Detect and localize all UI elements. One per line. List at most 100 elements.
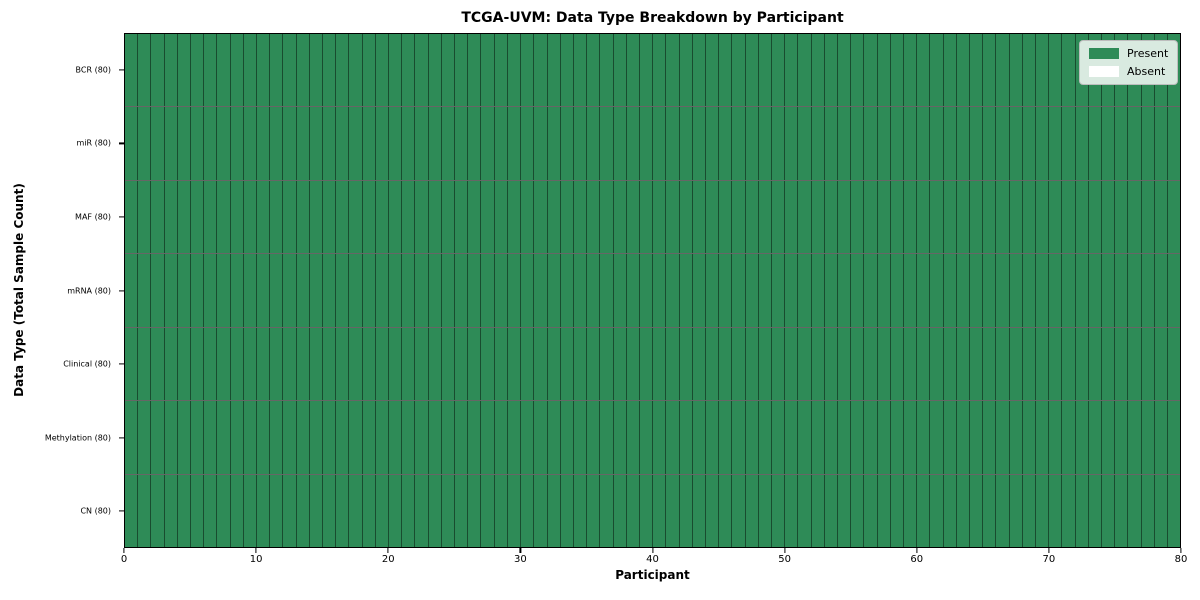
heatmap-cell bbox=[798, 474, 812, 547]
heatmap-cell bbox=[626, 254, 640, 327]
heatmap-cell bbox=[270, 254, 284, 327]
heatmap-cell bbox=[1154, 107, 1169, 180]
heatmap-cell bbox=[851, 107, 865, 180]
heatmap-cell bbox=[125, 34, 139, 107]
heatmap-cell bbox=[745, 401, 759, 474]
heatmap-cell bbox=[415, 180, 429, 254]
heatmap-cell bbox=[851, 180, 865, 254]
heatmap-cell bbox=[402, 180, 416, 254]
heatmap-cell bbox=[771, 34, 786, 107]
heatmap-cell bbox=[270, 107, 284, 180]
heatmap-cell bbox=[362, 34, 376, 107]
heatmap-cell bbox=[864, 254, 878, 327]
heatmap-cell bbox=[138, 401, 152, 474]
heatmap-cell bbox=[534, 254, 548, 327]
heatmap-cell bbox=[177, 180, 192, 254]
heatmap-cell bbox=[811, 107, 825, 180]
heatmap-cell bbox=[1075, 180, 1089, 254]
heatmap-cell bbox=[1049, 254, 1063, 327]
heatmap-cell bbox=[877, 180, 891, 254]
heatmap-cell bbox=[217, 474, 231, 547]
heatmap-cell bbox=[824, 34, 838, 107]
heatmap-cell bbox=[573, 180, 588, 254]
heatmap-cell bbox=[1168, 474, 1181, 547]
heatmap-cell bbox=[758, 254, 772, 327]
heatmap-cell bbox=[824, 401, 838, 474]
x-axis-ticks: 0 10 20 30 40 50 60 70 80 bbox=[121, 548, 1187, 570]
heatmap-cell bbox=[600, 107, 614, 180]
heatmap-cell bbox=[138, 180, 152, 254]
heatmap-cell bbox=[1088, 254, 1103, 327]
heatmap-cell bbox=[125, 327, 139, 401]
heatmap-cell bbox=[217, 401, 231, 474]
heatmap-cell bbox=[441, 254, 456, 327]
heatmap-cell bbox=[1128, 107, 1142, 180]
heatmap-cell bbox=[666, 254, 680, 327]
heatmap-cell bbox=[428, 180, 442, 254]
heatmap-cell bbox=[877, 327, 891, 401]
heatmap-cell bbox=[956, 474, 970, 547]
heatmap-cell bbox=[415, 254, 429, 327]
x-tick-label: 10 bbox=[249, 554, 263, 565]
y-tick-label: Clinical (80) bbox=[63, 359, 111, 369]
heatmap-cell bbox=[1128, 254, 1142, 327]
heatmap-cell bbox=[600, 327, 614, 401]
heatmap-cell bbox=[758, 401, 772, 474]
heatmap-cell bbox=[138, 34, 152, 107]
heatmap-cell bbox=[389, 327, 403, 401]
heatmap-cell bbox=[547, 327, 561, 401]
heatmap-cell bbox=[1115, 107, 1129, 180]
heatmap-cell bbox=[1036, 107, 1050, 180]
heatmap-cell bbox=[323, 107, 337, 180]
heatmap-cell bbox=[1102, 327, 1116, 401]
heatmap-cell bbox=[930, 34, 944, 107]
heatmap-cell bbox=[336, 107, 350, 180]
heatmap-cell bbox=[1141, 327, 1155, 401]
heatmap-cell bbox=[230, 474, 244, 547]
heatmap-cell bbox=[573, 254, 588, 327]
heatmap-cell bbox=[956, 180, 970, 254]
legend: Present Absent bbox=[1079, 40, 1179, 85]
heatmap-cell bbox=[164, 327, 178, 401]
heatmap-cell bbox=[1036, 180, 1050, 254]
heatmap-cell bbox=[600, 254, 614, 327]
heatmap-cell bbox=[309, 107, 324, 180]
heatmap-cell bbox=[719, 107, 733, 180]
heatmap-cell bbox=[1154, 474, 1169, 547]
x-tick-mark bbox=[255, 548, 257, 553]
heatmap-cell bbox=[270, 327, 284, 401]
heatmap-cell bbox=[851, 474, 865, 547]
heatmap-cell bbox=[983, 34, 997, 107]
heatmap-cell bbox=[587, 180, 601, 254]
heatmap-cell bbox=[534, 401, 548, 474]
heatmap-cell bbox=[837, 401, 852, 474]
heatmap-cell bbox=[323, 474, 337, 547]
heatmap-cell bbox=[534, 327, 548, 401]
heatmap-cell bbox=[970, 107, 984, 180]
heatmap-cell bbox=[732, 180, 746, 254]
heatmap-cell bbox=[639, 180, 654, 254]
heatmap-cell bbox=[1049, 34, 1063, 107]
heatmap-cell bbox=[270, 474, 284, 547]
heatmap-cell bbox=[970, 474, 984, 547]
heatmap-cell bbox=[930, 180, 944, 254]
x-tick-mark bbox=[916, 548, 918, 553]
heatmap-cell bbox=[507, 180, 522, 254]
heatmap-cell bbox=[1088, 327, 1103, 401]
heatmap-cell bbox=[890, 254, 904, 327]
x-tick-label: 70 bbox=[1042, 554, 1056, 565]
heatmap-cell bbox=[441, 107, 456, 180]
heatmap-plot-area bbox=[124, 33, 1181, 548]
heatmap-cell bbox=[1062, 401, 1076, 474]
heatmap-cell bbox=[719, 180, 733, 254]
heatmap-cell bbox=[798, 254, 812, 327]
heatmap-cell bbox=[468, 474, 482, 547]
heatmap-cell bbox=[1049, 474, 1063, 547]
heatmap-cell bbox=[1075, 474, 1089, 547]
heatmap-cell bbox=[811, 474, 825, 547]
heatmap-cell bbox=[679, 327, 693, 401]
heatmap-cell bbox=[785, 34, 799, 107]
heatmap-cell bbox=[191, 474, 205, 547]
heatmap-cell bbox=[692, 107, 706, 180]
heatmap-cell bbox=[560, 107, 574, 180]
